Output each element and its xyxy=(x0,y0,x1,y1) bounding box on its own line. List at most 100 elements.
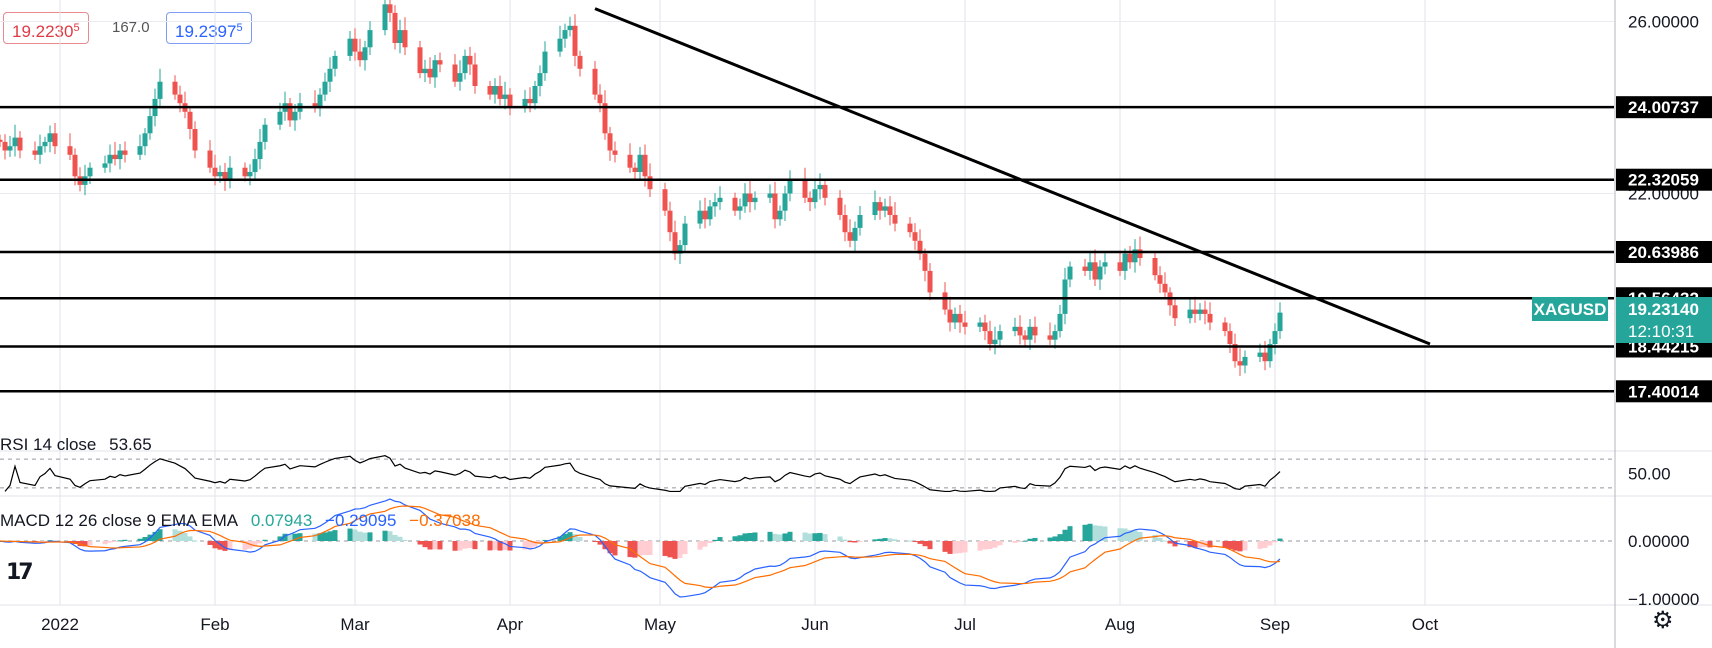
macd-legend[interactable]: MACD 12 26 close 9 EMA EMA 0.07943 −0.29… xyxy=(0,511,489,531)
price-tick-label: 26.00000 xyxy=(1628,13,1699,32)
candle-body xyxy=(1092,262,1098,280)
trendline[interactable] xyxy=(594,7,1431,346)
macd-histogram-bar xyxy=(1102,526,1108,541)
macd-histogram-bar xyxy=(122,539,128,541)
macd-histogram-bar xyxy=(707,541,713,544)
macd-histogram-bar xyxy=(677,541,683,558)
rsi-legend[interactable]: RSI 14 close 53.65 xyxy=(0,435,160,455)
macd-histogram-bar xyxy=(172,529,178,541)
macd-histogram-bar xyxy=(157,529,163,541)
candle-body xyxy=(247,172,253,177)
candle-body xyxy=(102,163,108,168)
macd-histogram-bar xyxy=(1227,541,1233,549)
candle-body xyxy=(137,146,143,155)
candle-body xyxy=(877,202,883,211)
candle-body xyxy=(467,55,473,65)
candle-body xyxy=(87,167,93,177)
candle-body xyxy=(1227,331,1233,344)
candle-body xyxy=(1052,331,1058,340)
macd-histogram-bar xyxy=(1137,531,1143,541)
macd-histogram-bar xyxy=(137,538,143,541)
macd-histogram-bar xyxy=(1232,541,1238,551)
macd-histogram-bar xyxy=(542,539,548,541)
macd-histogram-bar xyxy=(1117,528,1123,541)
bid-price-box[interactable]: 19.22305 xyxy=(3,12,89,44)
macd-histogram-bar xyxy=(352,529,358,541)
macd-histogram-bar xyxy=(227,541,233,551)
candle-body xyxy=(457,73,463,82)
candle-body xyxy=(857,215,863,228)
macd-histogram-bar xyxy=(1162,540,1168,542)
rsi-legend-name: RSI 14 close xyxy=(0,435,97,454)
macd-histogram-bar xyxy=(242,541,248,550)
candle-body xyxy=(992,339,998,344)
x-tick-label: Mar xyxy=(340,615,370,634)
candle-body xyxy=(702,210,708,220)
candle-body xyxy=(962,322,968,327)
macd-legend-macd: −0.29095 xyxy=(325,511,397,530)
macd-histogram-bar xyxy=(1157,537,1163,541)
candle-body xyxy=(917,240,923,254)
candle-body xyxy=(142,133,148,147)
macd-histogram-bar xyxy=(672,541,678,559)
macd-line xyxy=(0,498,1281,598)
candle-body xyxy=(777,210,783,220)
horizontal-levels: 24.0073722.3205920.6398619.5643218.44215… xyxy=(0,96,1712,403)
macd-histogram-bar xyxy=(942,541,948,552)
candle-body xyxy=(522,98,528,108)
ask-price: 19.2397 xyxy=(175,22,237,41)
candle-body xyxy=(1047,335,1053,340)
candle-body xyxy=(767,193,773,198)
macd-histogram-bar xyxy=(982,541,988,550)
macd-histogram-bar xyxy=(87,541,93,546)
x-tick-label: Feb xyxy=(200,615,229,634)
candle-body xyxy=(997,331,1003,340)
macd-histogram-bar xyxy=(822,534,828,541)
macd-histogram-bar xyxy=(1062,529,1068,541)
candle-body xyxy=(872,202,878,215)
ask-price-box[interactable]: 19.23975 xyxy=(166,12,252,44)
candle-body xyxy=(72,154,78,177)
candle-body xyxy=(17,137,23,151)
candle-body xyxy=(117,150,123,160)
macd-histogram-bar xyxy=(107,541,113,543)
macd-histogram-bar xyxy=(597,541,603,545)
symbol-tag-bg xyxy=(1532,297,1608,321)
macd-histogram-bar xyxy=(497,541,503,551)
candle-body xyxy=(607,133,613,151)
macd-histogram-bar xyxy=(1047,537,1053,541)
candle-body xyxy=(367,30,373,48)
candle-body xyxy=(1152,258,1158,276)
macd-histogram-bar xyxy=(787,531,793,541)
gear-icon[interactable]: ⚙ xyxy=(1652,606,1674,634)
candle-body xyxy=(402,30,408,48)
macd-histogram-bar xyxy=(852,541,858,543)
candle-body xyxy=(1197,309,1203,314)
macd-legend-name: MACD 12 26 close 9 EMA EMA xyxy=(0,511,239,530)
macd-histogram-bar xyxy=(712,539,718,541)
macd-histogram-bar xyxy=(562,533,568,541)
candle-body xyxy=(697,210,703,224)
candle-body xyxy=(387,4,393,13)
symbol-tag: XAGUSD xyxy=(1534,300,1607,319)
candle-body xyxy=(227,167,233,181)
macd-histogram-bar xyxy=(647,541,653,556)
candle-body xyxy=(817,184,823,190)
macd-histogram-bar xyxy=(417,541,423,545)
macd-histogram-bar xyxy=(382,530,388,541)
candle-body xyxy=(292,111,298,121)
macd-histogram-bar xyxy=(42,541,48,542)
candle-body xyxy=(242,167,248,177)
rsi-pane: 50.00 xyxy=(0,455,1671,493)
macd-histogram-bar xyxy=(892,539,898,541)
candle-body xyxy=(417,47,423,74)
macd-histogram-bar xyxy=(1167,541,1173,544)
candle-body xyxy=(1012,326,1018,332)
candle-body xyxy=(837,197,843,215)
candle-body xyxy=(177,94,183,104)
candle-body xyxy=(852,227,858,241)
candle-body xyxy=(982,322,988,332)
candle-body xyxy=(252,159,258,172)
candle-body xyxy=(1192,309,1198,314)
